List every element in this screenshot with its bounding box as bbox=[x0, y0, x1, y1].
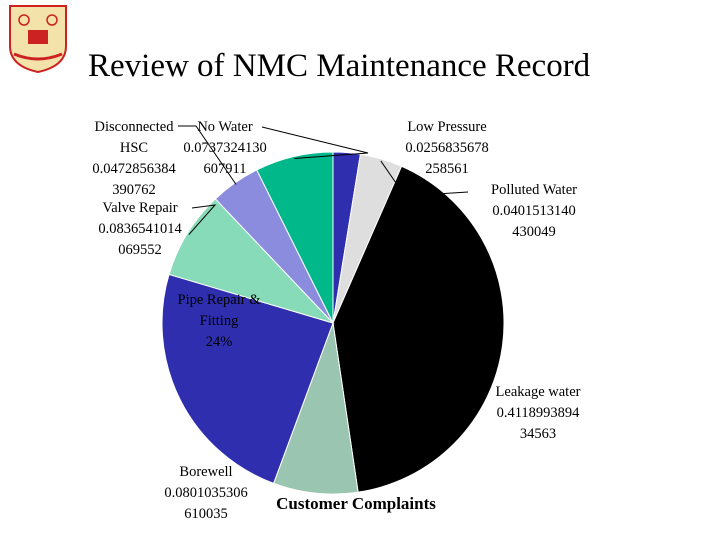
data-label-polluted-water: Polluted Water 0.0401513140 430049 bbox=[491, 182, 577, 240]
data-label-borewell: Borewell 0.0801035306 610035 bbox=[164, 464, 247, 522]
data-label-leakage-water: Leakage water 0.4118993894 34563 bbox=[496, 384, 581, 442]
data-label-no-water: No Water 0.0737324130 607911 bbox=[183, 119, 266, 177]
pie-slice-leakage-water bbox=[332, 165, 505, 493]
data-label-pipe-repair-fitting: Pipe Repair & Fitting 24% bbox=[178, 292, 262, 350]
category-label: Customer Complaints bbox=[276, 494, 436, 513]
leader-line-disconnected-hsc bbox=[178, 125, 237, 185]
leader-line-no-water bbox=[261, 126, 369, 159]
data-label-low-pressure: Low Pressure 0.0256835678 258561 bbox=[405, 119, 488, 177]
data-label-valve-repair: Valve Repair 0.0836541014 069552 bbox=[98, 200, 182, 258]
pie-slice-valve-repair bbox=[168, 198, 335, 325]
institution-logo bbox=[9, 5, 67, 74]
leader-line-polluted-water bbox=[380, 160, 469, 197]
pie-slice-no-water bbox=[256, 151, 334, 324]
slide-title: Review of NMC Maintenance Record bbox=[88, 48, 591, 84]
data-label-disconnected-hsc: Disconnected HSC 0.0472856384 390762 bbox=[92, 119, 176, 198]
pie-slice-pipe-repair-fitting bbox=[161, 273, 334, 485]
leader-line-valve-repair bbox=[188, 204, 217, 235]
